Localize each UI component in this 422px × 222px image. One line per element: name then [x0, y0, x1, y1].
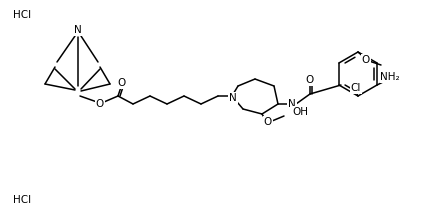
- Text: N: N: [229, 93, 237, 103]
- Text: N: N: [74, 25, 82, 35]
- Text: O: O: [362, 55, 370, 65]
- Text: O: O: [306, 75, 314, 85]
- Text: HCl: HCl: [13, 195, 31, 205]
- Text: N: N: [288, 99, 296, 109]
- Text: O: O: [264, 117, 272, 127]
- Text: NH₂: NH₂: [380, 72, 400, 82]
- Text: OH: OH: [292, 107, 308, 117]
- Text: O: O: [118, 78, 126, 88]
- Text: Cl: Cl: [351, 83, 361, 93]
- Text: HCl: HCl: [13, 10, 31, 20]
- Text: O: O: [96, 99, 104, 109]
